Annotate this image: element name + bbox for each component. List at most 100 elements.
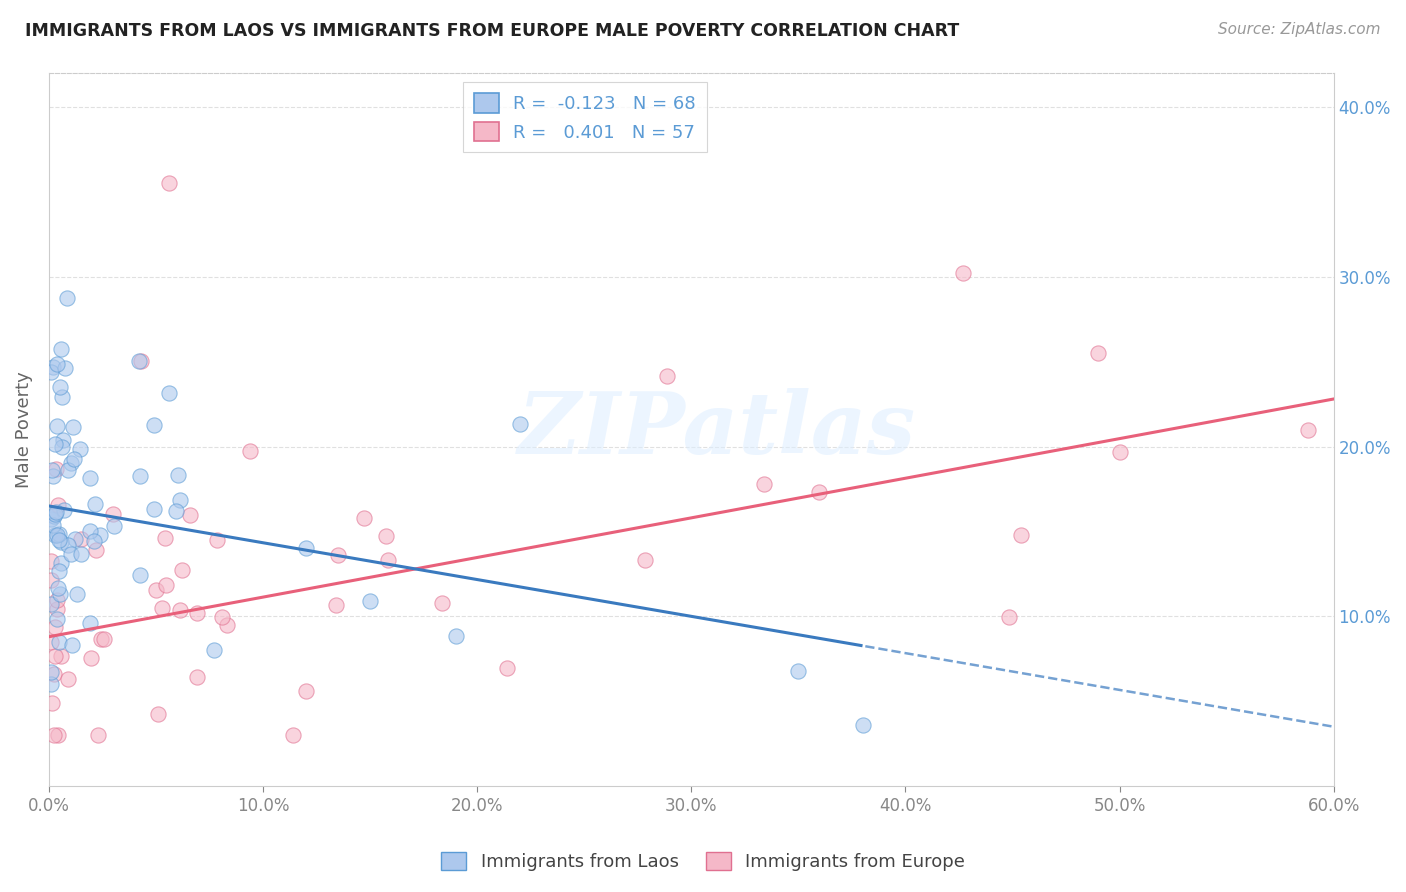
Point bbox=[56, 291, 79, 305]
Point bbox=[238, 444, 260, 458]
Point bbox=[52, 502, 75, 516]
Legend: Immigrants from Laos, Immigrants from Europe: Immigrants from Laos, Immigrants from Eu… bbox=[433, 845, 973, 879]
Point bbox=[157, 386, 180, 401]
Point bbox=[787, 664, 810, 678]
Point bbox=[495, 661, 517, 675]
Point bbox=[46, 728, 69, 742]
Point bbox=[44, 509, 66, 524]
Point bbox=[142, 502, 165, 516]
Point bbox=[375, 529, 398, 543]
Point bbox=[49, 556, 72, 570]
Point bbox=[83, 497, 105, 511]
Point bbox=[60, 638, 83, 652]
Point bbox=[39, 598, 62, 612]
Point bbox=[39, 573, 62, 587]
Point bbox=[148, 706, 170, 721]
Point bbox=[44, 437, 66, 451]
Point bbox=[56, 463, 79, 477]
Point bbox=[39, 554, 62, 568]
Point bbox=[295, 541, 318, 555]
Point bbox=[45, 419, 67, 434]
Point bbox=[145, 583, 167, 598]
Point bbox=[89, 527, 111, 541]
Point bbox=[167, 468, 190, 483]
Point bbox=[325, 599, 347, 613]
Point bbox=[852, 718, 875, 732]
Point bbox=[70, 532, 93, 546]
Point bbox=[51, 390, 73, 404]
Point bbox=[128, 469, 150, 483]
Point bbox=[46, 612, 69, 626]
Point bbox=[46, 528, 69, 542]
Point bbox=[377, 553, 399, 567]
Point bbox=[42, 666, 65, 681]
Point bbox=[157, 177, 180, 191]
Point bbox=[129, 354, 152, 368]
Point bbox=[509, 417, 531, 431]
Point bbox=[59, 547, 82, 561]
Point bbox=[79, 471, 101, 485]
Point bbox=[128, 354, 150, 368]
Point bbox=[186, 671, 208, 685]
Point bbox=[63, 452, 86, 467]
Point bbox=[44, 648, 66, 663]
Point bbox=[444, 629, 467, 643]
Point bbox=[179, 508, 201, 522]
Point bbox=[49, 343, 72, 357]
Point bbox=[48, 533, 70, 547]
Point bbox=[48, 527, 70, 541]
Point bbox=[808, 485, 831, 500]
Point bbox=[39, 677, 62, 691]
Point bbox=[53, 361, 76, 376]
Point bbox=[155, 531, 177, 545]
Point bbox=[62, 419, 84, 434]
Point bbox=[48, 634, 70, 648]
Point bbox=[103, 519, 125, 533]
Point bbox=[998, 610, 1021, 624]
Point bbox=[44, 507, 66, 521]
Point bbox=[86, 728, 108, 742]
Point bbox=[432, 596, 454, 610]
Point bbox=[79, 524, 101, 538]
Point bbox=[80, 650, 103, 665]
Point bbox=[70, 547, 93, 561]
Point bbox=[170, 563, 193, 577]
Text: IMMIGRANTS FROM LAOS VS IMMIGRANTS FROM EUROPE MALE POVERTY CORRELATION CHART: IMMIGRANTS FROM LAOS VS IMMIGRANTS FROM … bbox=[25, 22, 959, 40]
Point bbox=[155, 578, 177, 592]
Point bbox=[45, 462, 67, 476]
Point bbox=[44, 620, 66, 634]
Point bbox=[48, 564, 70, 578]
Point bbox=[69, 442, 91, 456]
Point bbox=[83, 533, 105, 548]
Point bbox=[42, 518, 65, 533]
Point bbox=[211, 609, 233, 624]
Point bbox=[634, 553, 657, 567]
Text: Source: ZipAtlas.com: Source: ZipAtlas.com bbox=[1218, 22, 1381, 37]
Point bbox=[58, 538, 80, 552]
Point bbox=[359, 594, 381, 608]
Point bbox=[49, 380, 72, 394]
Point bbox=[39, 512, 62, 526]
Point bbox=[44, 528, 66, 542]
Point bbox=[45, 358, 67, 372]
Point bbox=[655, 368, 678, 383]
Legend: R =  -0.123   N = 68, R =   0.401   N = 57: R = -0.123 N = 68, R = 0.401 N = 57 bbox=[463, 82, 707, 153]
Point bbox=[143, 418, 166, 433]
Point bbox=[79, 616, 101, 631]
Point bbox=[217, 617, 239, 632]
Point bbox=[41, 665, 63, 680]
Point bbox=[45, 593, 67, 607]
Point bbox=[41, 697, 63, 711]
Point bbox=[353, 510, 375, 524]
Point bbox=[169, 493, 191, 508]
Point bbox=[42, 468, 65, 483]
Point bbox=[49, 587, 72, 601]
Point bbox=[186, 606, 208, 620]
Point bbox=[39, 635, 62, 649]
Point bbox=[48, 498, 70, 512]
Point bbox=[39, 365, 62, 379]
Point bbox=[165, 504, 187, 518]
Point bbox=[42, 359, 65, 374]
Point bbox=[294, 683, 316, 698]
Point bbox=[66, 587, 89, 601]
